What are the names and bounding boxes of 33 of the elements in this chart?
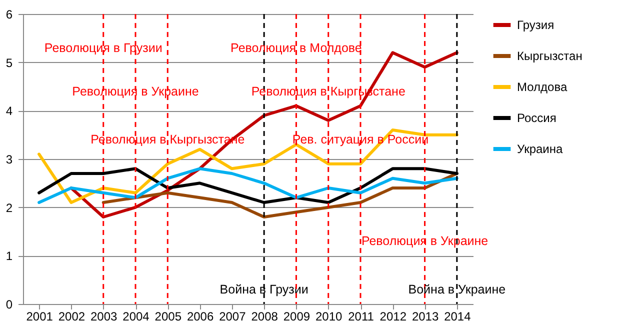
y-tick-label: 4 — [6, 104, 13, 118]
x-tick-label: 2007 — [219, 310, 246, 324]
x-tick-label: 2013 — [412, 310, 439, 324]
x-tick-label: 2012 — [380, 310, 407, 324]
y-tick-label: 1 — [6, 249, 13, 264]
ref-line-label: Революция в Украине — [72, 84, 199, 98]
line-series — [102, 172, 458, 218]
x-tick-label: 2003 — [90, 310, 118, 324]
x-tick-label: 2004 — [122, 310, 150, 324]
legend-label: Кыргызстан — [517, 49, 582, 63]
y-tick-label: 6 — [6, 8, 13, 22]
ref-line-label: Революция в Грузии — [44, 40, 162, 55]
legend-label: Молдова — [517, 80, 568, 94]
legend-label: Грузия — [517, 18, 554, 32]
x-tick-label: 2010 — [316, 310, 343, 324]
x-tick-label: 2014 — [444, 310, 472, 324]
x-tick-label: 2001 — [26, 310, 54, 324]
x-tick-label: 2011 — [348, 310, 374, 324]
ref-line-label: Революция в Молдове — [230, 40, 362, 55]
ref-line-label: Война в Украине — [408, 282, 506, 296]
x-tick-label: 2006 — [186, 310, 214, 324]
line-series — [38, 128, 458, 204]
y-tick-label: 5 — [6, 56, 13, 70]
legend-label: Россия — [517, 111, 556, 125]
ref-line-label: Революция в Украине — [361, 234, 488, 248]
y-tick-label: 2 — [6, 200, 13, 215]
x-tick-label: 2008 — [251, 310, 278, 324]
x-tick-label: 2009 — [283, 310, 310, 324]
x-tick-label: 2005 — [154, 310, 182, 324]
x-tick-label: 2002 — [58, 310, 86, 324]
y-tick-label: 3 — [6, 152, 13, 166]
y-tick-label: 0 — [6, 298, 13, 312]
legend-label: Украина — [517, 142, 564, 156]
